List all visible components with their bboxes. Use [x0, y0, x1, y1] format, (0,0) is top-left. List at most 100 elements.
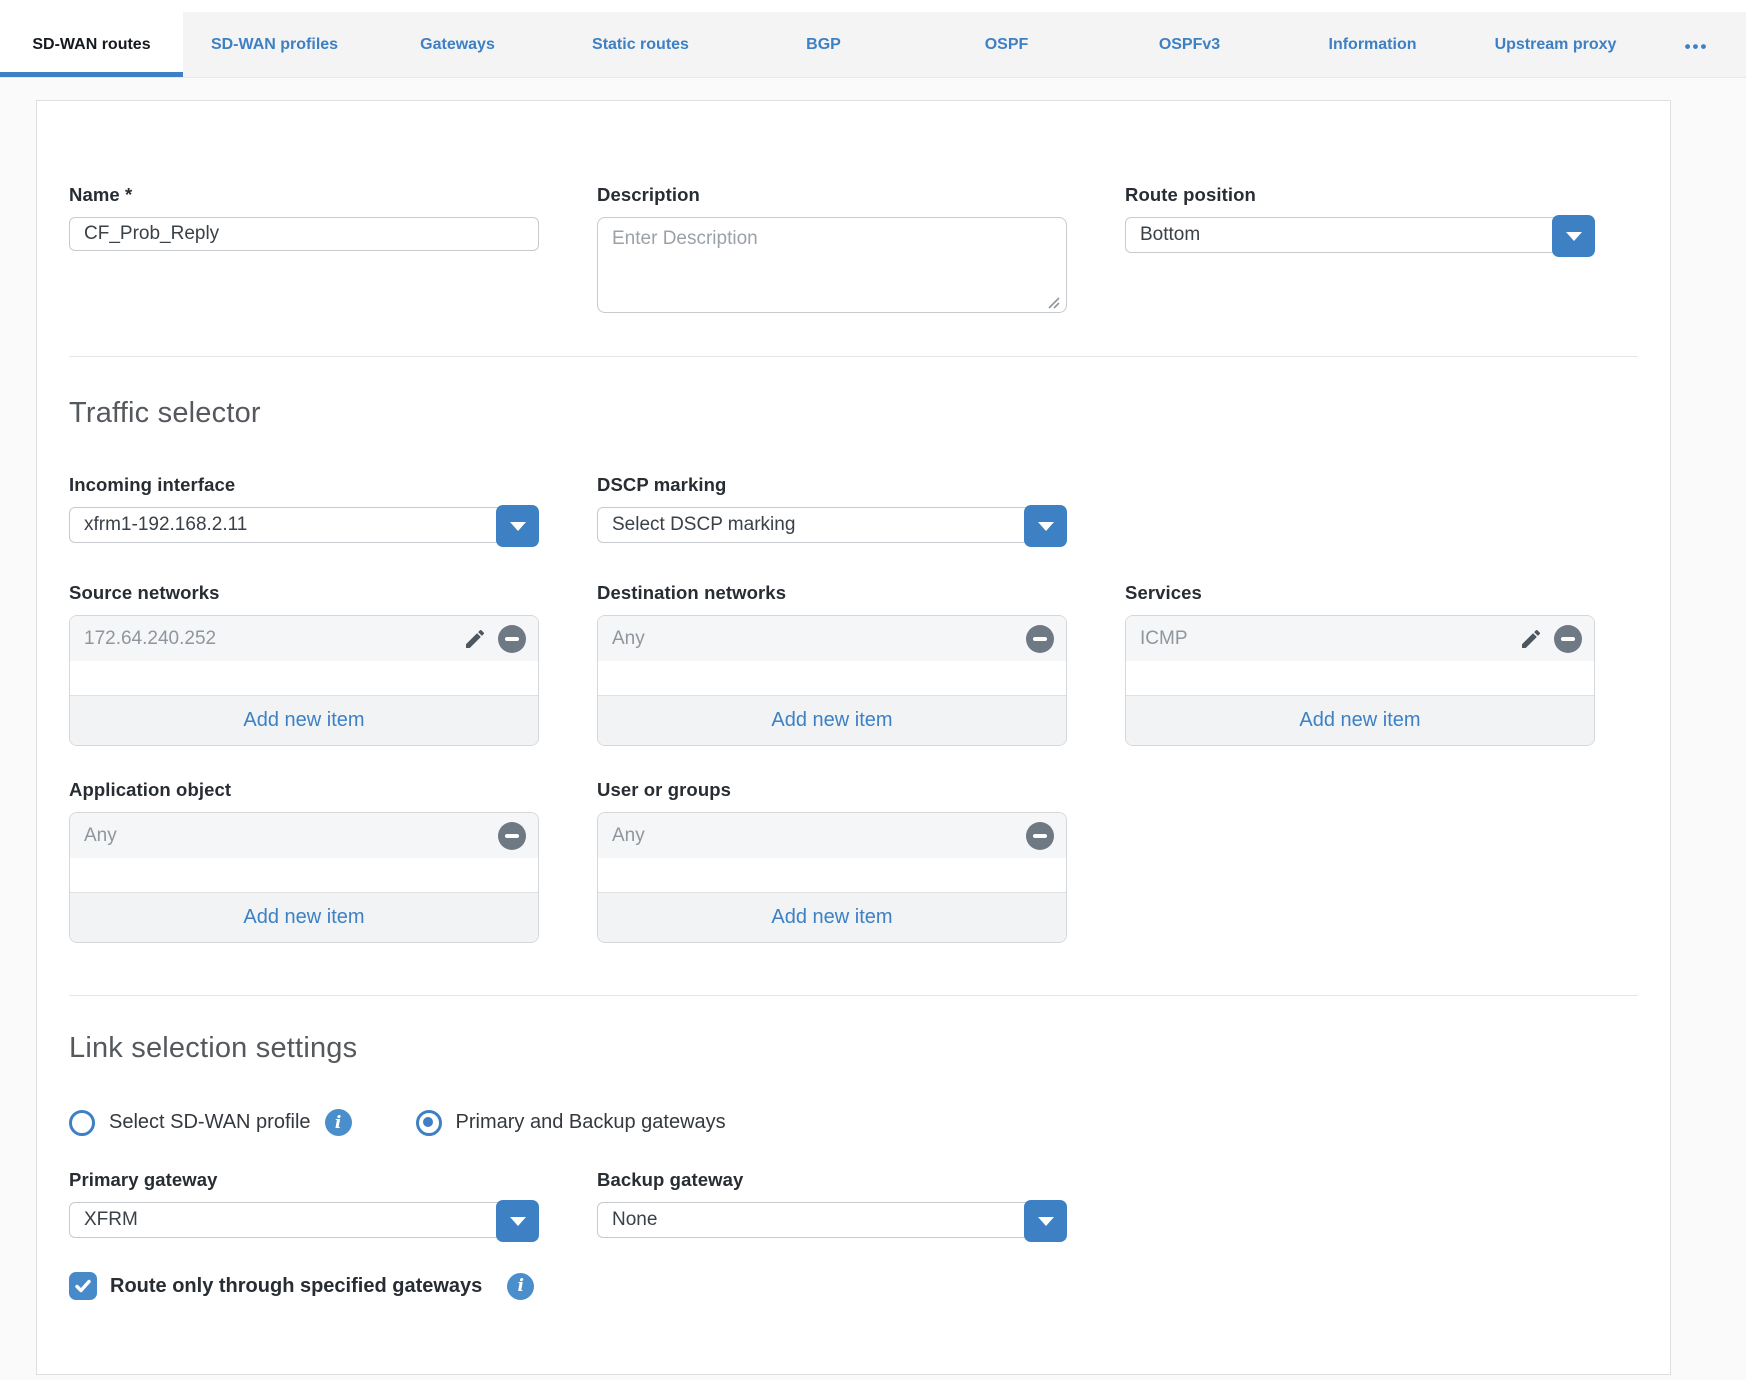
chevron-down-icon[interactable]	[496, 1200, 539, 1242]
radio-primary-backup-gateways[interactable]: Primary and Backup gateways	[415, 1109, 726, 1136]
list-empty-space	[70, 661, 538, 695]
name-label: Name *	[69, 184, 133, 205]
destination-networks-label: Destination networks	[597, 582, 787, 603]
route-position-field-group: Route position Bottom	[1125, 184, 1595, 318]
chevron-down-icon[interactable]	[1024, 1200, 1067, 1242]
tab-label: SD-WAN profiles	[210, 35, 339, 53]
backup-gateway-label: Backup gateway	[597, 1169, 744, 1190]
gateways-row: Primary gateway XFRM Backup gateway None	[69, 1169, 1670, 1242]
description-textarea[interactable]	[597, 217, 1067, 313]
tabs-more-button[interactable]: •••	[1647, 12, 1746, 77]
add-new-item-button[interactable]: Add new item	[598, 695, 1066, 745]
interface-dscp-row: Incoming interface xfrm1-192.168.2.11 DS…	[69, 474, 1670, 547]
tab-ospf[interactable]: OSPF	[915, 12, 1098, 77]
radio-select-sd-wan-profile[interactable]: Select SD-WAN profile i	[69, 1109, 352, 1136]
backup-gateway-select[interactable]: None	[597, 1200, 1067, 1242]
info-icon[interactable]: i	[507, 1272, 535, 1300]
primary-gateway-select[interactable]: XFRM	[69, 1200, 539, 1242]
add-new-item-button[interactable]: Add new item	[1126, 695, 1594, 745]
top-margin-strip	[0, 0, 1746, 12]
application-users-row: Application object Any Add new item User…	[69, 779, 1670, 943]
services-label: Services	[1125, 582, 1202, 603]
tab-sd-wan-routes[interactable]: SD-WAN routes	[0, 12, 183, 77]
list-item-value: Any	[84, 824, 117, 846]
list-empty-space	[1126, 661, 1594, 695]
traffic-selector-heading: Traffic selector	[69, 397, 261, 429]
name-input[interactable]	[69, 217, 539, 251]
list-empty-space	[598, 661, 1066, 695]
radio-icon[interactable]	[415, 1109, 442, 1136]
add-new-item-button[interactable]: Add new item	[70, 695, 538, 745]
section-divider	[69, 356, 1638, 357]
triangle-glyph	[1037, 521, 1054, 531]
add-new-item-button[interactable]: Add new item	[70, 892, 538, 942]
chevron-down-icon[interactable]	[1552, 215, 1595, 257]
user-or-groups-label: User or groups	[597, 779, 732, 800]
list-item: Any	[598, 616, 1066, 661]
tab-gateways[interactable]: Gateways	[366, 12, 549, 77]
description-field-group: Description	[597, 184, 1067, 318]
radio-label: Select SD-WAN profile	[109, 1111, 311, 1133]
chevron-down-icon[interactable]	[496, 505, 539, 547]
info-icon[interactable]: i	[324, 1109, 352, 1136]
tab-bgp[interactable]: BGP	[732, 12, 915, 77]
list-item-actions	[462, 624, 526, 653]
triangle-glyph	[509, 1216, 526, 1226]
chevron-down-icon[interactable]	[1024, 505, 1067, 547]
edit-icon[interactable]	[462, 626, 488, 652]
list-item-actions	[1518, 624, 1582, 653]
list-item-value: ICMP	[1140, 627, 1188, 649]
networks-services-row: Source networks 172.64.240.252 Add new i…	[69, 582, 1670, 746]
tab-label: Upstream proxy	[1494, 35, 1617, 53]
list-item: 172.64.240.252	[70, 616, 538, 661]
incoming-interface-label: Incoming interface	[69, 474, 236, 495]
list-item: ICMP	[1126, 616, 1594, 661]
triangle-glyph	[509, 521, 526, 531]
tab-label: Gateways	[420, 35, 495, 53]
application-object-label: Application object	[69, 779, 232, 800]
remove-icon[interactable]	[1026, 624, 1054, 653]
edit-icon[interactable]	[1518, 626, 1544, 652]
incoming-interface-field-group: Incoming interface xfrm1-192.168.2.11	[69, 474, 539, 547]
remove-icon[interactable]	[498, 821, 526, 850]
remove-icon[interactable]	[498, 624, 526, 653]
route-position-select[interactable]: Bottom	[1125, 215, 1595, 257]
dscp-marking-select[interactable]: Select DSCP marking	[597, 505, 1067, 547]
list-item: Any	[70, 813, 538, 858]
general-fields-row: Name * Description Route position Bottom	[69, 184, 1670, 318]
tab-label: Static routes	[592, 35, 689, 53]
backup-gateway-value: None	[612, 1209, 658, 1230]
route-only-checkbox[interactable]	[69, 1272, 97, 1300]
incoming-interface-select[interactable]: xfrm1-192.168.2.11	[69, 505, 539, 547]
source-networks-panel: 172.64.240.252 Add new item	[69, 615, 539, 746]
tab-label: OSPFv3	[1158, 35, 1221, 53]
user-or-groups-field-group: User or groups Any Add new item	[597, 779, 1067, 943]
source-networks-field-group: Source networks 172.64.240.252 Add new i…	[69, 582, 539, 746]
tab-static-routes[interactable]: Static routes	[549, 12, 732, 77]
list-item-actions	[1026, 624, 1054, 653]
route-position-value: Bottom	[1140, 224, 1201, 245]
list-item-value: 172.64.240.252	[84, 627, 217, 649]
ellipsis-icon: •••	[1684, 37, 1709, 56]
tab-ospfv3[interactable]: OSPFv3	[1098, 12, 1281, 77]
add-new-item-button[interactable]: Add new item	[598, 892, 1066, 942]
route-form-card: Name * Description Route position Bottom…	[36, 100, 1671, 1375]
tab-sd-wan-profiles[interactable]: SD-WAN profiles	[183, 12, 366, 77]
link-mode-radio-row: Select SD-WAN profile i Primary and Back…	[69, 1109, 1670, 1136]
checkmark-icon	[75, 1279, 91, 1293]
tab-information[interactable]: Information	[1281, 12, 1464, 77]
remove-icon[interactable]	[1026, 821, 1054, 850]
list-empty-space	[70, 858, 538, 892]
tab-label: OSPF	[984, 35, 1029, 53]
list-item: Any	[598, 813, 1066, 858]
radio-icon[interactable]	[69, 1109, 95, 1136]
application-object-panel: Any Add new item	[69, 812, 539, 943]
application-object-field-group: Application object Any Add new item	[69, 779, 539, 943]
tab-label: SD-WAN routes	[32, 35, 151, 53]
remove-icon[interactable]	[1554, 624, 1582, 653]
list-item-value: Any	[612, 824, 645, 846]
list-empty-space	[598, 858, 1066, 892]
tab-upstream-proxy[interactable]: Upstream proxy	[1464, 12, 1647, 77]
dscp-marking-field-group: DSCP marking Select DSCP marking	[597, 474, 1067, 547]
destination-networks-field-group: Destination networks Any Add new item	[597, 582, 1067, 746]
